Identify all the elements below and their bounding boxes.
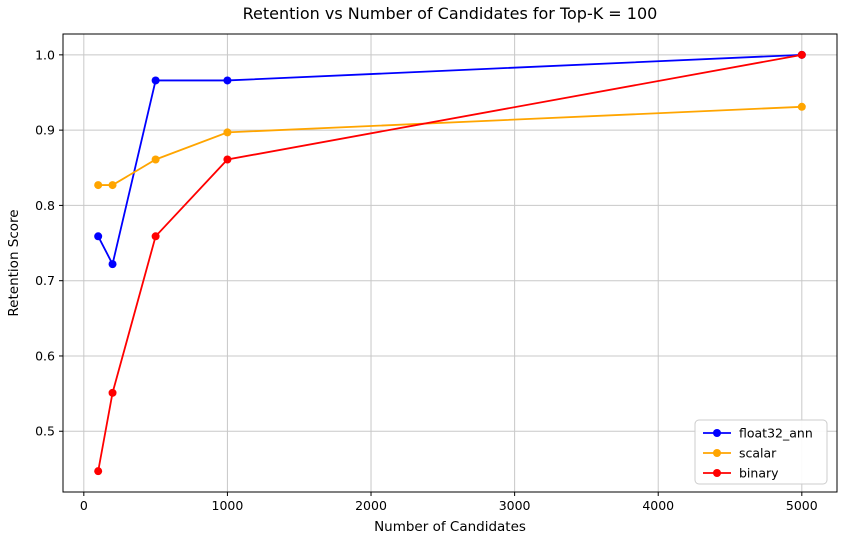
series-marker-scalar xyxy=(223,128,232,137)
series-marker-binary xyxy=(108,388,117,397)
legend-marker-float32_ann xyxy=(713,429,721,437)
series-line-binary xyxy=(97,53,802,472)
plot-area: 0 1000 2000 3000 4000 5000 0.5 0.6 0.7 0.8 0.9 1.0 f… xyxy=(35,33,838,513)
x-tick-label: 2000 xyxy=(355,498,387,513)
series-marker-scalar xyxy=(151,155,160,164)
series-marker-binary xyxy=(151,232,160,241)
y-tick-label: 0.5 xyxy=(35,424,55,439)
y-tick-label: 0.6 xyxy=(35,348,55,363)
series-marker-binary xyxy=(797,50,806,59)
series-marker-float32_ann xyxy=(223,76,232,85)
chart-title: Retention vs Number of Candidates for To… xyxy=(243,4,658,23)
x-axis-label: Number of Candidates xyxy=(374,519,526,535)
y-tick-label: 0.7 xyxy=(35,273,55,288)
legend-marker-scalar xyxy=(713,449,721,457)
series-line-float32_ann xyxy=(97,53,802,267)
legend-label-scalar: scalar xyxy=(739,446,777,461)
series-marker-binary xyxy=(223,155,232,164)
series-marker-binary xyxy=(94,467,103,476)
y-tick-label: 0.9 xyxy=(35,123,55,138)
series-marker-float32_ann xyxy=(151,76,160,85)
series-marker-float32_ann xyxy=(108,260,117,269)
x-tick-label: 1000 xyxy=(212,498,244,513)
legend-box xyxy=(694,419,828,485)
series-marker-scalar xyxy=(94,181,103,190)
x-tick-label: 0 xyxy=(80,498,88,513)
y-tick-label: 1.0 xyxy=(35,47,55,62)
legend-label-binary: binary xyxy=(739,466,779,481)
x-tick-label: 4000 xyxy=(642,498,674,513)
x-tick-label: 5000 xyxy=(786,498,818,513)
series-marker-scalar xyxy=(797,102,806,111)
series-marker-float32_ann xyxy=(94,232,103,241)
plot-border xyxy=(62,33,838,493)
x-tick-label: 3000 xyxy=(499,498,531,513)
series-marker-scalar xyxy=(108,181,117,190)
legend-label-float32_ann: float32_ann xyxy=(739,426,813,441)
y-axis-label: Retention Score xyxy=(6,209,22,316)
y-tick-label: 0.8 xyxy=(35,198,55,213)
legend-marker-binary xyxy=(713,469,721,477)
